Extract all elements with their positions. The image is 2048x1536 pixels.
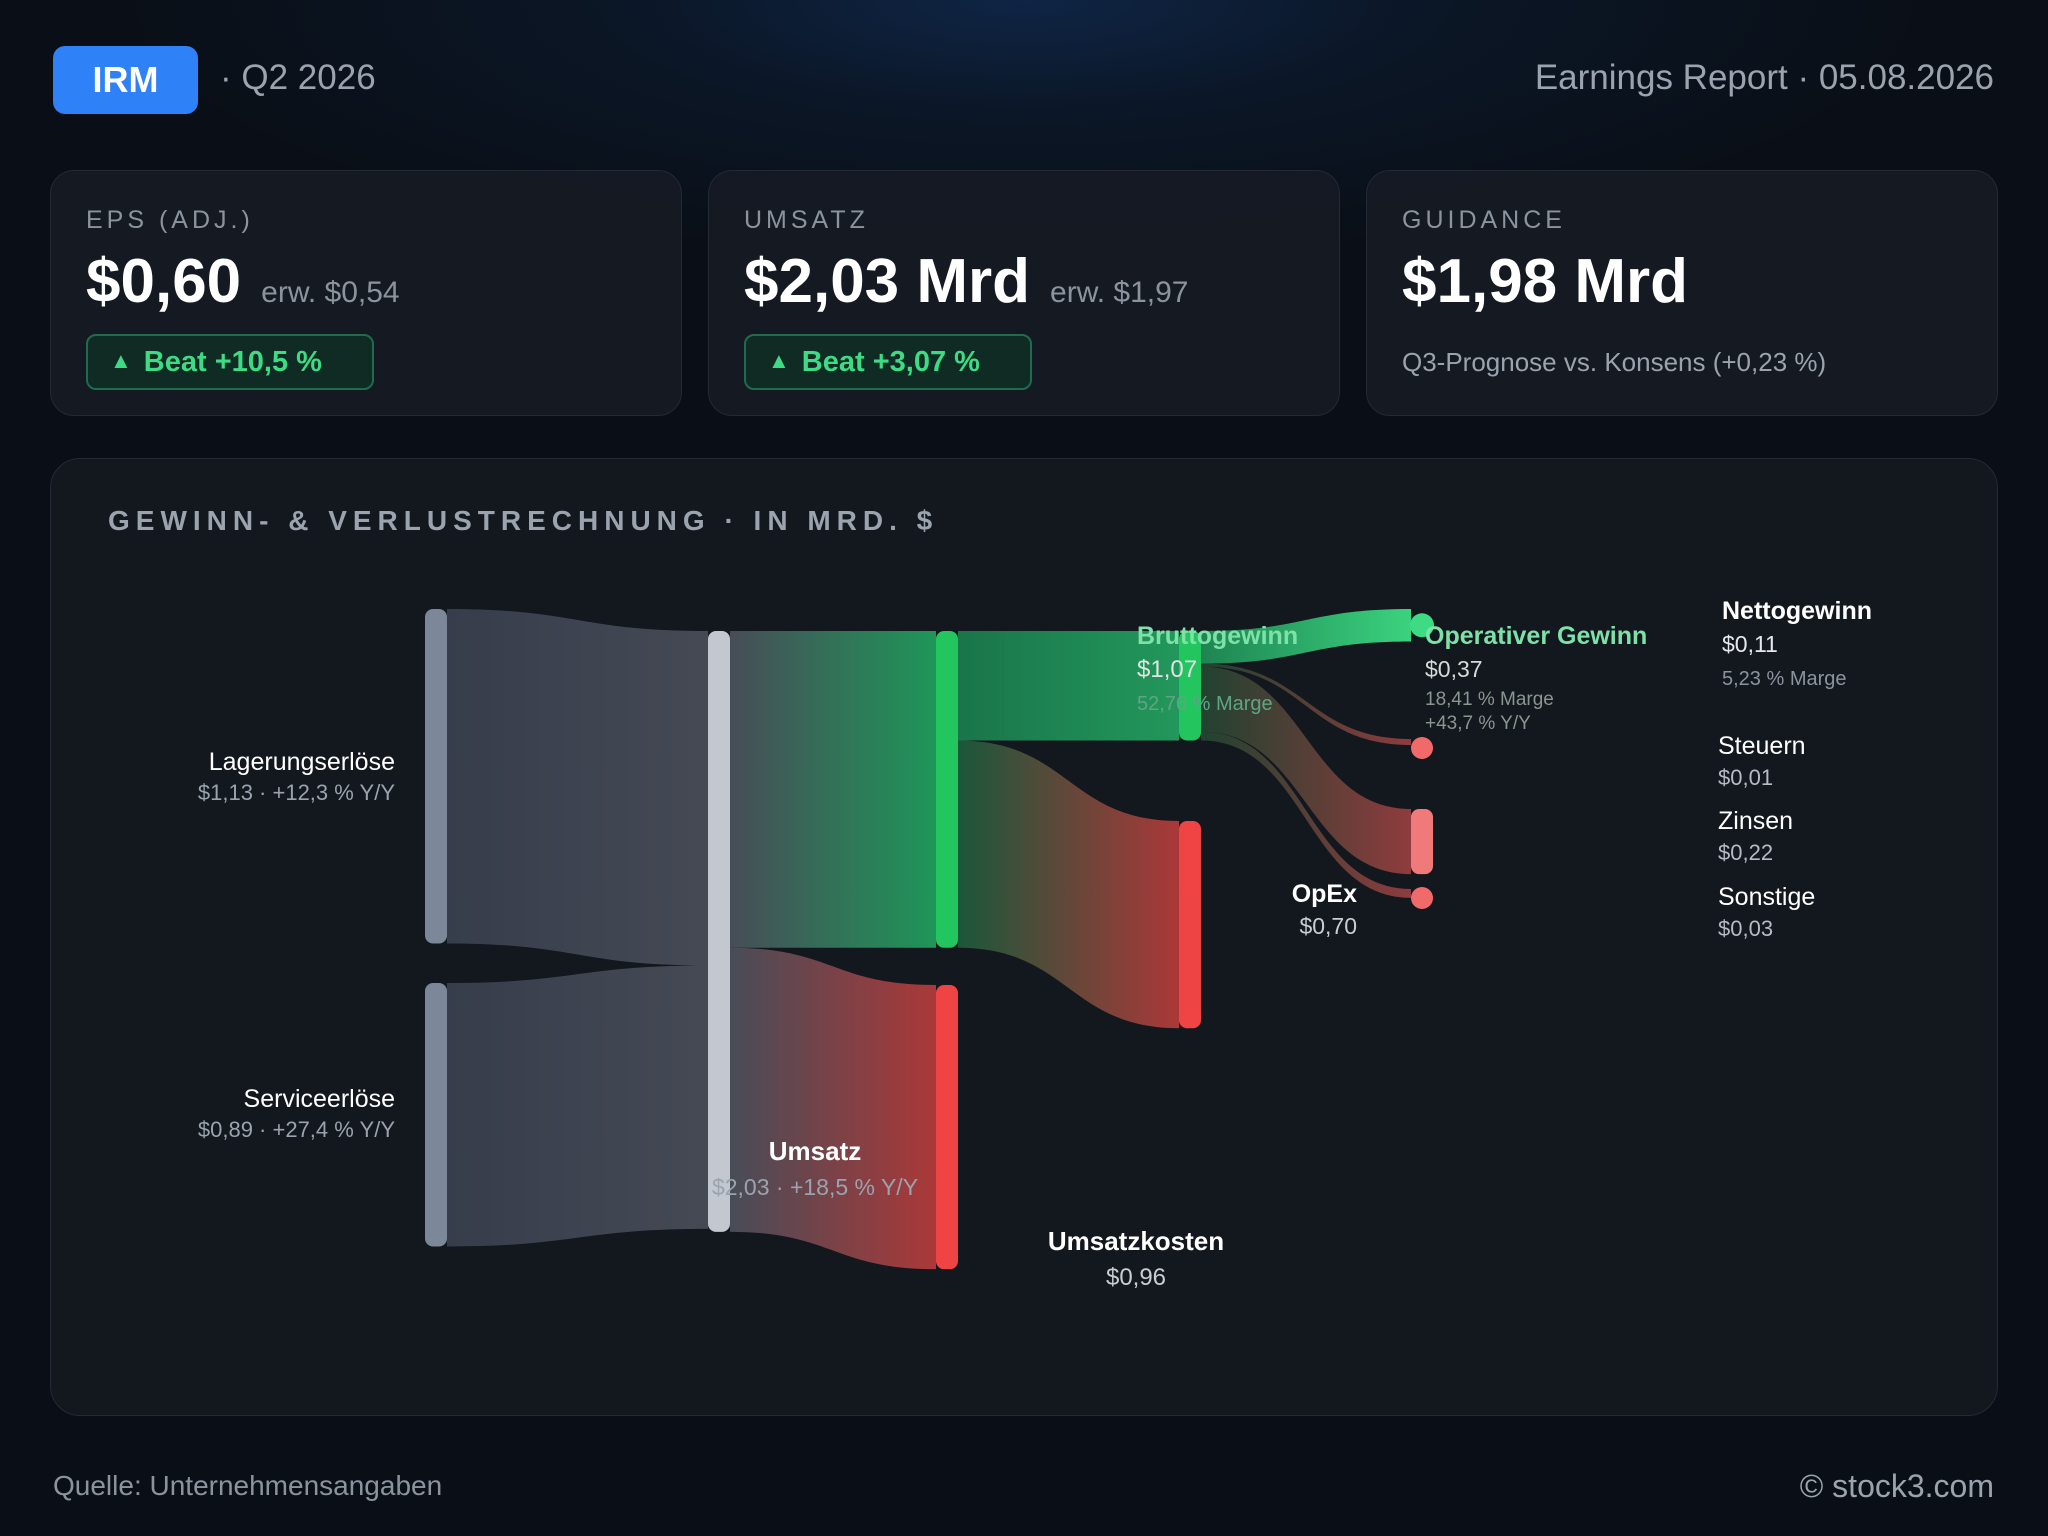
label-brutto-detail: $1,07 [1137,656,1197,683]
link-brutto-operativ [958,631,1179,741]
label-brutto-margin: 52,76 % Marge [1137,693,1273,715]
revenue-beat-text: Beat +3,07 % [801,346,980,378]
label-zinsen-detail: $0,22 [1718,840,1773,865]
link-umsatz-brutto [730,631,936,948]
revenue-card: UMSATZ $2,03 Mrd erw. $1,97 ▲ Beat +3,07 % [708,170,1340,416]
eps-beat-badge: ▲ Beat +10,5 % [86,334,374,390]
link-umsatz-kosten [730,947,936,1270]
node-steuern [1411,737,1433,759]
label-lager-detail: $1,13 · +12,3 % Y/Y [198,780,395,805]
node-lager [425,609,447,944]
guidance-note: Q3-Prognose vs. Konsens (+0,23 %) [1402,347,1827,377]
revenue-label: UMSATZ [744,206,869,234]
report-date: Earnings Report · 05.08.2026 [1534,58,1994,97]
ticker-badge: IRM [53,46,198,114]
eps-beat-text: Beat +10,5 % [143,346,322,378]
node-kosten [936,985,958,1270]
node-zinsen [1411,809,1433,875]
link-operativ-sonstige [1201,731,1411,898]
label-brutto-name: Bruttogewinn [1137,622,1298,650]
eps-value-row: $0,60 erw. $0,54 [86,246,400,317]
sankey-chart: Lagerungserlöse $1,13 · +12,3 % Y/Y Servic… [198,597,1872,1291]
label-operativ-growth: +43,7 % Y/Y [1425,713,1531,734]
label-zinsen-name: Zinsen [1718,807,1793,835]
label-netto-margin: 5,23 % Marge [1722,668,1847,690]
node-operativ [1179,631,1201,741]
copyright-link[interactable]: © stock3.com [1799,1468,1994,1504]
label-sonstige-name: Sonstige [1718,883,1815,911]
link-service-umsatz [447,965,708,1247]
guidance-card: GUIDANCE $1,98 Mrd Q3-Prognose vs. Konse… [1366,170,1998,416]
link-operativ-netto [1201,609,1411,664]
revenue-value: $2,03 Mrd [744,247,1031,316]
label-operativ-detail: $0,37 [1425,656,1483,682]
node-service [425,983,447,1247]
label-netto-name: Nettogewinn [1722,597,1872,625]
eps-expected: erw. $0,54 [261,276,400,309]
triangle-up-icon: ▲ [110,348,132,373]
eps-card: EPS (ADJ.) $0,60 erw. $0,54 ▲ Beat +10,5 % [50,170,682,416]
link-brutto-opex [958,740,1179,1029]
guidance-label: GUIDANCE [1402,206,1566,234]
label-operativ-name: Operativer Gewinn [1425,622,1647,650]
link-operativ-steuern [1201,663,1411,745]
node-sonstige [1411,887,1433,909]
label-steuern-detail: $0,01 [1718,765,1773,790]
node-netto [1410,613,1434,638]
label-kosten-name: Umsatzkosten [1048,1226,1224,1256]
label-operativ-margin: 18,41 % Marge [1425,689,1554,710]
eps-label: EPS (ADJ.) [86,206,254,234]
label-opex-detail: $0,70 [1299,913,1357,939]
label-lager-name: Lagerungserlöse [209,748,395,776]
link-lager-umsatz [447,609,708,966]
income-statement-panel: GEWINN- & VERLUSTRECHNUNG · IN MRD. $ [50,458,1998,1416]
label-service-detail: $0,89 · +27,4 % Y/Y [198,1117,395,1142]
label-netto-detail: $0,11 [1722,631,1778,657]
label-opex-name: OpEx [1292,880,1357,908]
label-umsatz-name: Umsatz [769,1136,861,1166]
node-brutto [936,631,958,948]
node-umsatz [708,631,730,1232]
chart-title: GEWINN- & VERLUSTRECHNUNG · IN MRD. $ [108,505,939,536]
guidance-value: $1,98 Mrd [1402,247,1689,316]
label-sonstige-detail: $0,03 [1718,916,1773,941]
eps-value: $0,60 [86,247,242,316]
label-steuern-name: Steuern [1718,732,1806,760]
link-operativ-zinsen [1201,666,1411,875]
revenue-value-row: $2,03 Mrd erw. $1,97 [744,246,1188,317]
revenue-beat-badge: ▲ Beat +3,07 % [744,334,1032,390]
source-note: Quelle: Unternehmensangaben [53,1470,443,1501]
revenue-expected: erw. $1,97 [1050,276,1189,309]
triangle-up-icon: ▲ [768,348,790,373]
quarter-label: · Q2 2026 [220,58,376,97]
node-opex [1179,821,1201,1029]
label-service-name: Serviceerlöse [244,1085,395,1113]
label-umsatz-detail: $2,03 · +18,5 % Y/Y [712,1174,918,1200]
label-kosten-detail: $0,96 [1106,1264,1166,1291]
